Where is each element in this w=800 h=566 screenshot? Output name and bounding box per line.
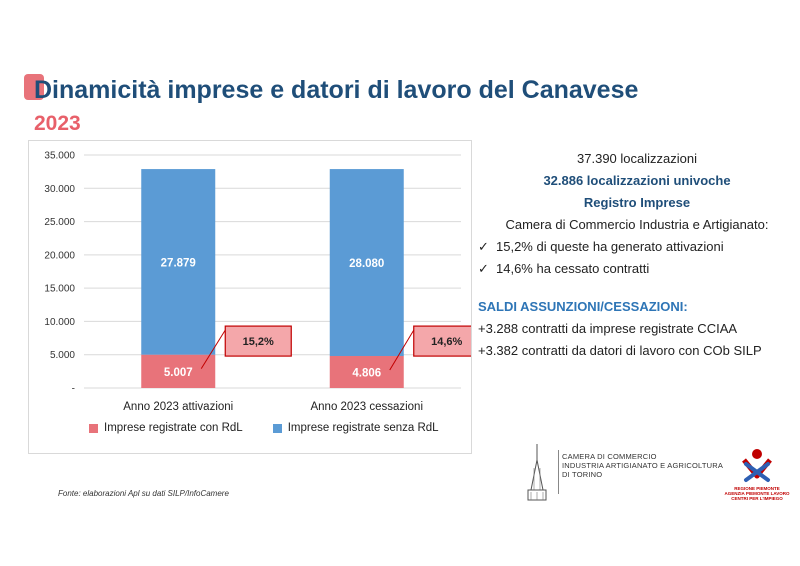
legend-label-senza-rdl: Imprese registrate senza RdL xyxy=(287,422,439,434)
bar-segment xyxy=(141,354,216,388)
info-check-cessazioni: ✓ 14,6% ha cessato contratti xyxy=(478,258,796,280)
saldi-heading: SALDI ASSUNZIONI/CESSAZIONI: xyxy=(478,299,688,314)
source-note: Fonte: elaborazioni Apl su dati SILP/Inf… xyxy=(58,489,229,498)
regione-logo-line1: REGIONE PIEMONTE xyxy=(734,486,780,491)
callout-connector xyxy=(200,329,226,369)
chart-container: - 5.000 10.000 15.000 20.000 25.000 30.000 35.0… xyxy=(28,140,472,454)
y-tick-label: - xyxy=(72,384,75,395)
check-attivazioni-text: 15,2% di queste ha generato attivazioni xyxy=(496,239,724,254)
bar-data-label: 27.879 xyxy=(161,257,196,269)
checkmark-icon: ✓ xyxy=(478,239,489,254)
y-tick-label: 25.000 xyxy=(44,217,75,228)
cciaa-logo-line1: CAMERA DI COMMERCIO xyxy=(562,452,657,461)
legend-item-senza-rdl: Imprese registrate senza RdL xyxy=(272,422,439,434)
cciaa-torino-logo: CAMERA DI COMMERCIO INDUSTRIA ARTIGIANAT… xyxy=(522,442,723,504)
bar-data-label: 5.007 xyxy=(164,367,193,379)
bar-segment xyxy=(141,169,216,355)
info-localizzazioni: 37.390 localizzazioni xyxy=(577,151,697,166)
checkmark-icon: ✓ xyxy=(478,261,489,276)
callout-percentage: 15,2% xyxy=(243,336,274,348)
cciaa-logo-text: CAMERA DI COMMERCIO INDUSTRIA ARTIGIANAT… xyxy=(562,452,723,479)
regione-piemonte-logo: REGIONE PIEMONTE AGENZIA PIEMONTE LAVORO… xyxy=(722,446,792,516)
saldo-cciaa: +3.288 contratti da imprese registrate C… xyxy=(478,321,738,336)
y-tick-label: 15.000 xyxy=(44,284,75,295)
regione-logo-line2: AGENZIA PIEMONTE LAVORO xyxy=(724,491,790,496)
y-tick-label: 30.000 xyxy=(44,184,75,195)
regione-piemonte-emblem-icon xyxy=(742,449,772,482)
bar-segment xyxy=(329,169,404,357)
page-title: Dinamicità imprese e datori di lavoro de… xyxy=(34,76,639,104)
page-subtitle-year: 2023 xyxy=(34,112,81,135)
title-accent-mark xyxy=(24,74,44,100)
bar-data-label: 4.806 xyxy=(352,368,381,380)
bar-data-label: 28.080 xyxy=(349,258,384,270)
info-camera-commercio: Camera di Commercio Industria e Artigian… xyxy=(505,217,769,232)
stacked-bar-chart: - 5.000 10.000 15.000 20.000 25.000 30.000 35.0… xyxy=(44,151,471,413)
legend-item-rdl: Imprese registrate con RdL xyxy=(89,422,243,434)
legend-swatch-rdl xyxy=(89,423,98,433)
logo-divider xyxy=(558,450,559,494)
y-tick-label: 10.000 xyxy=(44,317,75,328)
y-tick-label: 20.000 xyxy=(44,250,75,261)
legend-label-rdl: Imprese registrate con RdL xyxy=(104,422,243,434)
y-tick-label: 5.000 xyxy=(50,350,75,361)
callout-connector xyxy=(389,329,415,371)
cciaa-logo-line3: DI TORINO xyxy=(562,470,603,479)
x-category-label: Anno 2023 attivazioni xyxy=(123,401,233,413)
chart-legend: Imprese registrate con RdL Imprese regis… xyxy=(89,422,439,434)
mole-antonelliana-icon xyxy=(527,444,547,501)
cciaa-logo-line2: INDUSTRIA ARTIGIANATO E AGRICOLTURA xyxy=(562,461,724,470)
saldo-silp: +3.382 contratti da datori di lavoro con… xyxy=(478,343,762,358)
info-registro-imprese: Registro Imprese xyxy=(583,195,691,210)
callout-percentage: 14,6% xyxy=(431,336,462,348)
regione-logo-text: REGIONE PIEMONTE AGENZIA PIEMONTE LAVORO… xyxy=(722,486,792,501)
regione-logo-line3: CENTRI PER L'IMPIEGO xyxy=(731,496,783,501)
callout-box xyxy=(224,325,292,357)
info-panel: 37.390 localizzazioni 32.886 localizzazi… xyxy=(478,148,796,362)
info-check-attivazioni: ✓ 15,2% di queste ha generato attivazioni xyxy=(478,236,796,258)
legend-swatch-senza-rdl xyxy=(272,423,282,433)
y-tick-label: 35.000 xyxy=(44,151,75,162)
info-localizzazioni-univoche: 32.886 localizzazioni univoche xyxy=(543,173,731,188)
x-category-label: Anno 2023 cessazioni xyxy=(310,401,423,413)
bar-segment xyxy=(329,356,404,388)
check-cessazioni-text: 14,6% ha cessato contratti xyxy=(496,261,650,276)
callout-box xyxy=(413,325,471,357)
